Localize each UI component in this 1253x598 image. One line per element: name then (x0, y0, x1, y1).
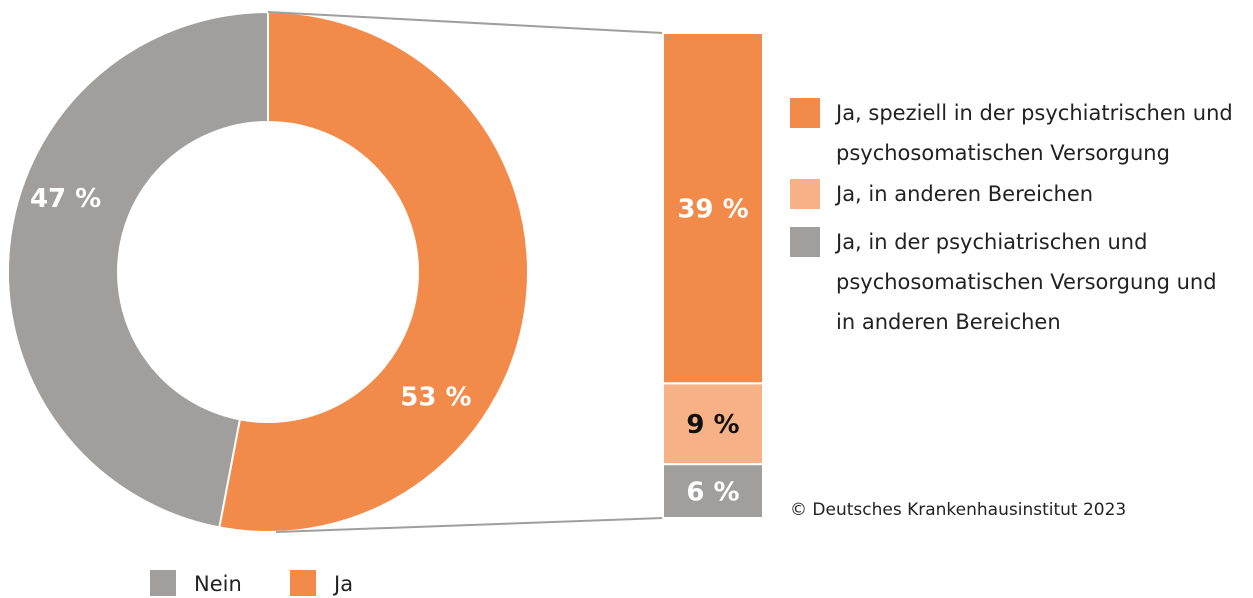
legend-label: Ja, in der psychiatrischen und psychosom… (836, 230, 1217, 334)
copyright: © Deutsches Krankenhausinstitut 2023 (790, 500, 1127, 520)
slice-label: 53 % (400, 383, 471, 413)
legend-item: Ja, in anderen Bereichen (790, 178, 1240, 214)
bar-segment (662, 463, 764, 520)
donut-slice (7, 10, 269, 529)
slice-label: 47 % (30, 184, 101, 214)
legend-swatch (790, 227, 820, 257)
donut-slice (218, 10, 529, 533)
segment-label: 9 % (686, 410, 739, 440)
connector (267, 11, 664, 34)
legend-label: Nein (194, 572, 242, 596)
segment-label: 6 % (686, 478, 739, 508)
legend-swatch (290, 570, 316, 596)
legend-swatch (790, 98, 820, 128)
legend-swatch (790, 179, 820, 209)
connector (275, 517, 664, 533)
legend-label: Ja, in anderen Bereichen (836, 182, 1094, 206)
legend-label: Ja, speziell in der psychiatrischen und … (836, 101, 1233, 165)
bar-segment (662, 382, 764, 466)
legend-item: Ja, speziell in der psychiatrischen und … (790, 97, 1240, 173)
legend-label: Ja (332, 572, 353, 596)
legend-swatch (150, 570, 176, 596)
bar-segment (662, 32, 764, 385)
legend-item: Ja, in der psychiatrischen und psychosom… (790, 226, 1240, 342)
segment-label: 39 % (677, 195, 748, 225)
